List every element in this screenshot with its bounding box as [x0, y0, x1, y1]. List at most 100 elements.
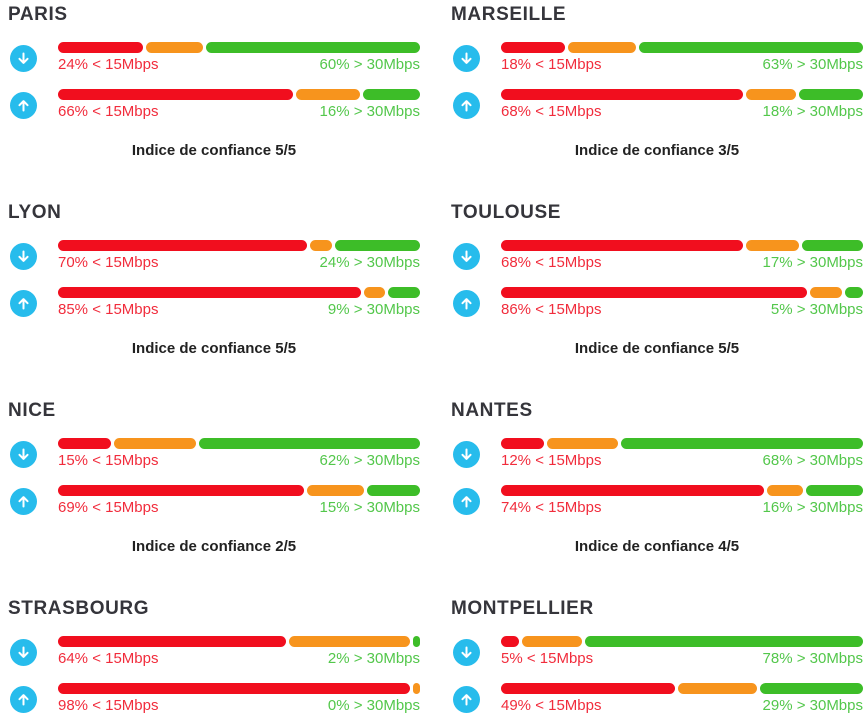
confidence-index: Indice de confiance 3/5	[574, 142, 740, 159]
bar-segment-above-30mbps	[638, 42, 863, 53]
below-15mbps-label: 68% < 15Mbps	[501, 254, 602, 271]
upload-row: 74% < 15Mbps 16% > 30Mbps	[451, 485, 863, 517]
upload-row: 68% < 15Mbps 18% > 30Mbps	[451, 89, 863, 121]
bar-segment-above-30mbps	[802, 240, 863, 251]
upload-bar	[501, 485, 863, 496]
download-bar	[501, 240, 863, 251]
bar-segment-above-30mbps	[387, 287, 420, 298]
bar-segment-above-30mbps	[199, 438, 420, 449]
above-30mbps-label: 78% > 30Mbps	[762, 650, 863, 667]
bar-segment-15-30mbps	[746, 240, 800, 251]
upload-bar	[58, 287, 420, 298]
bar-segment-above-30mbps	[585, 636, 863, 647]
arrow-up-circle-icon	[10, 289, 37, 317]
bar-segment-15-30mbps	[746, 89, 796, 100]
below-15mbps-label: 18% < 15Mbps	[501, 56, 602, 73]
arrow-up-circle-icon	[10, 487, 37, 515]
bar-segment-below-15mbps	[58, 636, 286, 647]
above-30mbps-label: 9% > 30Mbps	[327, 301, 420, 318]
bar-segment-below-15mbps	[501, 438, 544, 449]
download-bar	[501, 42, 863, 53]
below-15mbps-label: 5% < 15Mbps	[501, 650, 594, 667]
bar-segment-below-15mbps	[58, 287, 361, 298]
confidence-index: Indice de confiance 4/5	[574, 538, 740, 555]
bar-segment-below-15mbps	[501, 636, 519, 647]
below-15mbps-label: 98% < 15Mbps	[58, 697, 159, 714]
download-row: 68% < 15Mbps 17% > 30Mbps	[451, 240, 863, 272]
bar-segment-below-15mbps	[501, 683, 676, 694]
bar-segment-15-30mbps	[767, 485, 804, 496]
arrow-down-circle-icon	[10, 242, 37, 270]
upload-row: 86% < 15Mbps 5% > 30Mbps	[451, 287, 863, 319]
below-15mbps-label: 49% < 15Mbps	[501, 697, 602, 714]
confidence-index: Indice de confiance 5/5	[131, 142, 297, 159]
bar-segment-above-30mbps	[412, 636, 421, 647]
below-15mbps-label: 86% < 15Mbps	[501, 301, 602, 318]
upload-bar	[58, 485, 420, 496]
bar-segment-below-15mbps	[58, 438, 112, 449]
city-title: MONTPELLIER	[451, 598, 594, 619]
bar-segment-above-30mbps	[366, 485, 420, 496]
arrow-down-circle-icon	[453, 638, 480, 666]
download-row: 70% < 15Mbps 24% > 30Mbps	[8, 240, 420, 272]
city-section-nantes: NANTES 12% < 15Mbps 68% > 30Mbps	[451, 396, 863, 556]
bar-segment-below-15mbps	[58, 485, 304, 496]
download-bar	[58, 42, 420, 53]
bar-segment-below-15mbps	[501, 485, 765, 496]
city-title: NANTES	[451, 400, 533, 421]
above-30mbps-label: 16% > 30Mbps	[319, 103, 420, 120]
above-30mbps-label: 63% > 30Mbps	[762, 56, 863, 73]
above-30mbps-label: 18% > 30Mbps	[762, 103, 863, 120]
arrow-down-circle-icon	[453, 44, 480, 72]
city-title: TOULOUSE	[451, 202, 562, 223]
upload-bar	[58, 89, 420, 100]
bar-segment-above-30mbps	[363, 89, 420, 100]
arrow-down-circle-icon	[10, 440, 37, 468]
arrow-down-circle-icon	[453, 440, 480, 468]
bar-segment-15-30mbps	[295, 89, 361, 100]
bar-segment-below-15mbps	[58, 240, 308, 251]
arrow-up-circle-icon	[453, 685, 480, 713]
upload-row: 98% < 15Mbps 0% > 30Mbps	[8, 683, 420, 715]
download-bar	[501, 636, 863, 647]
above-30mbps-label: 16% > 30Mbps	[762, 499, 863, 516]
arrow-down-circle-icon	[10, 638, 37, 666]
city-section-nice: NICE 15% < 15Mbps 62% > 30Mbps	[8, 396, 420, 556]
above-30mbps-label: 62% > 30Mbps	[319, 452, 420, 469]
bar-segment-below-15mbps	[58, 683, 410, 694]
city-section-montpellier: MONTPELLIER 5% < 15Mbps 78% > 30Mbps	[451, 594, 863, 715]
city-section-lyon: LYON 70% < 15Mbps 24% > 30Mbps	[8, 198, 420, 358]
above-30mbps-label: 29% > 30Mbps	[762, 697, 863, 714]
download-bar	[501, 438, 863, 449]
arrow-up-circle-icon	[453, 487, 480, 515]
arrow-up-circle-icon	[453, 91, 480, 119]
city-title: MARSEILLE	[451, 4, 567, 25]
below-15mbps-label: 15% < 15Mbps	[58, 452, 159, 469]
below-15mbps-label: 64% < 15Mbps	[58, 650, 159, 667]
bar-segment-15-30mbps	[306, 485, 364, 496]
download-row: 15% < 15Mbps 62% > 30Mbps	[8, 438, 420, 470]
bar-segment-15-30mbps	[678, 683, 757, 694]
bar-segment-above-30mbps	[620, 438, 863, 449]
download-row: 18% < 15Mbps 63% > 30Mbps	[451, 42, 863, 74]
city-title: LYON	[8, 202, 62, 223]
download-bar	[58, 438, 420, 449]
city-section-marseille: MARSEILLE 18% < 15Mbps 63% > 30Mbps	[451, 0, 863, 160]
upload-row: 85% < 15Mbps 9% > 30Mbps	[8, 287, 420, 319]
download-row: 24% < 15Mbps 60% > 30Mbps	[8, 42, 420, 74]
below-15mbps-label: 70% < 15Mbps	[58, 254, 159, 271]
upload-bar	[58, 683, 420, 694]
upload-row: 66% < 15Mbps 16% > 30Mbps	[8, 89, 420, 121]
upload-row: 69% < 15Mbps 15% > 30Mbps	[8, 485, 420, 517]
confidence-index: Indice de confiance 5/5	[131, 340, 297, 357]
city-title: NICE	[8, 400, 56, 421]
bar-segment-below-15mbps	[501, 240, 744, 251]
bar-segment-15-30mbps	[363, 287, 385, 298]
bar-segment-15-30mbps	[568, 42, 636, 53]
bar-segment-15-30mbps	[288, 636, 410, 647]
arrow-up-circle-icon	[10, 685, 37, 713]
above-30mbps-label: 5% > 30Mbps	[770, 301, 863, 318]
arrow-up-circle-icon	[10, 91, 37, 119]
bar-segment-15-30mbps	[114, 438, 197, 449]
